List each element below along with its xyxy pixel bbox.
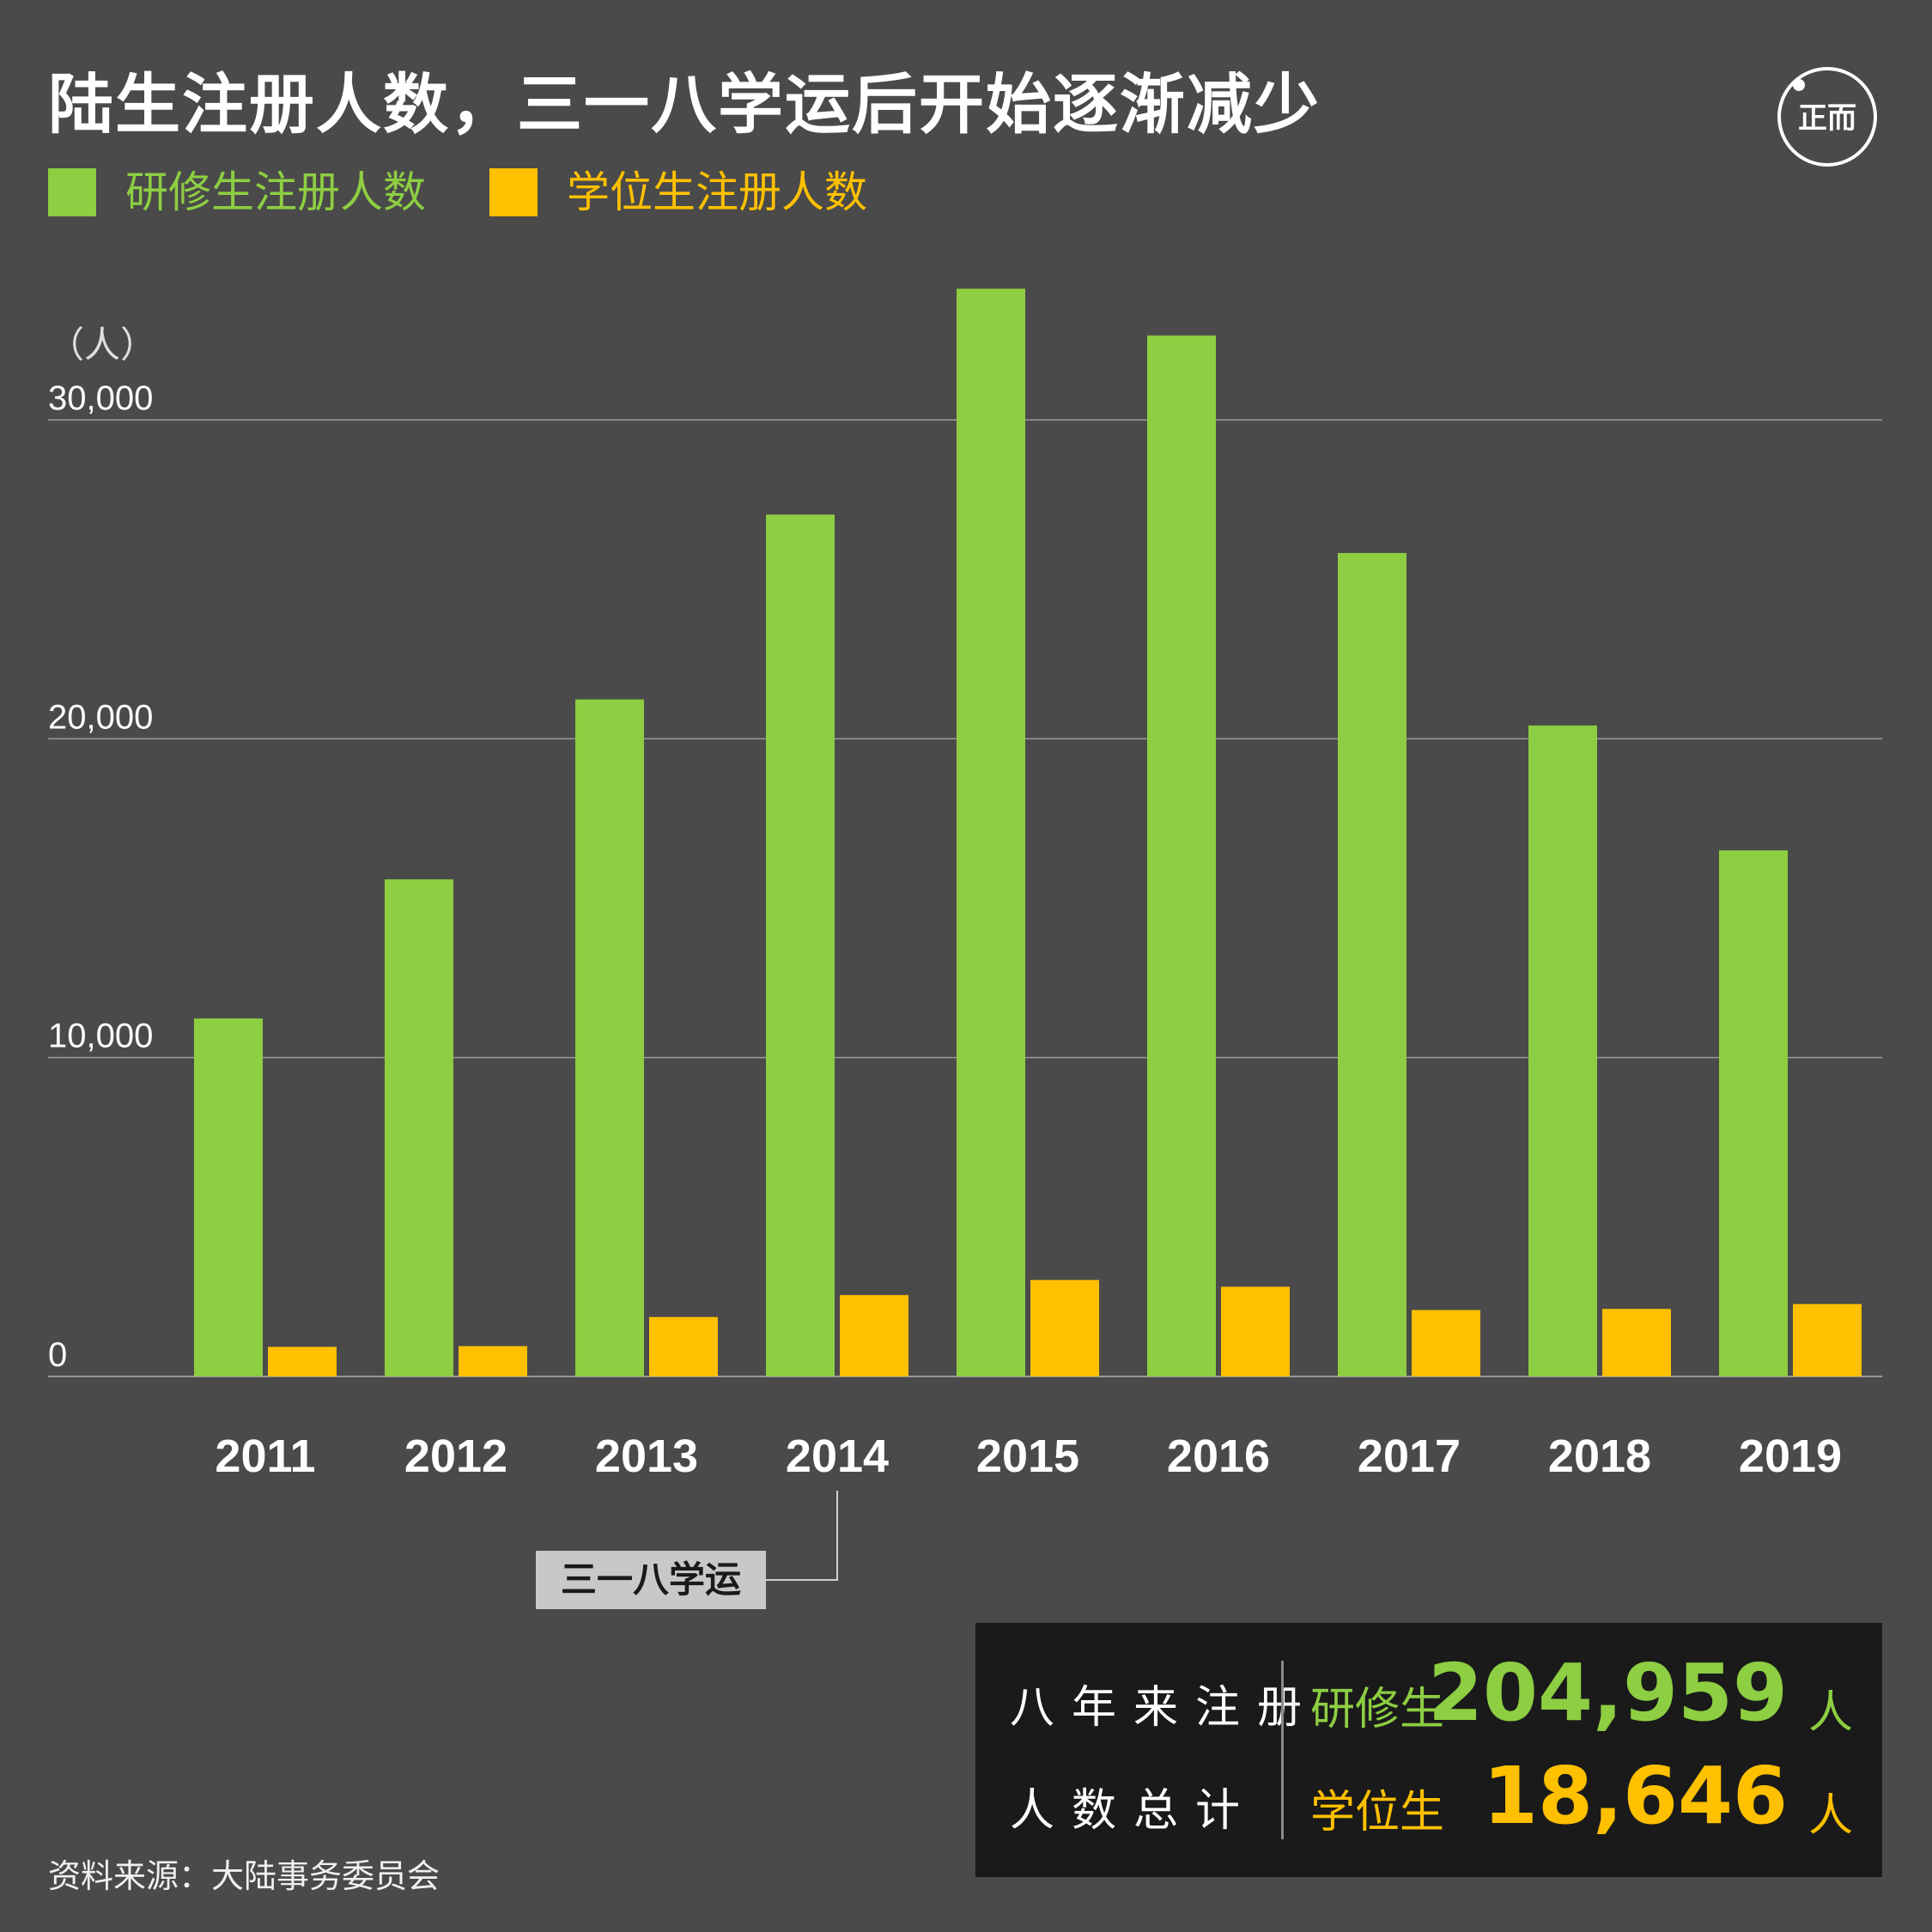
x-tick-label-2013: 2013	[595, 1431, 698, 1482]
summary-unit-degree: 人	[1807, 1790, 1853, 1842]
bar-degree-2015	[1030, 1279, 1099, 1376]
annotation-label: 三一八学运	[536, 1551, 766, 1609]
bar-degree-2016	[1221, 1286, 1290, 1376]
annotation-connector	[766, 1491, 838, 1581]
x-tick-label-2017: 2017	[1358, 1431, 1461, 1482]
y-tick-label-1: 10,000	[48, 1018, 153, 1055]
bar-trainee-2018	[1528, 725, 1597, 1376]
legend-swatch-trainee	[48, 168, 96, 216]
x-tick-label-2012: 2012	[404, 1431, 507, 1482]
summary-box: 八年来注册 人数总计 研修生 204,959 人 学位生 18,646 人	[975, 1623, 1882, 1877]
bar-degree-2013	[649, 1316, 718, 1376]
x-tick-label-2019: 2019	[1739, 1431, 1842, 1482]
bar-trainee-2013	[575, 699, 644, 1376]
summary-category-trainee: 研修生	[1310, 1684, 1445, 1735]
summary-value-trainee: 204,959	[1427, 1647, 1788, 1739]
legend-swatch-degree	[489, 168, 538, 216]
summary-value-degree: 18,646	[1482, 1750, 1788, 1842]
y-tick-label-2: 20,000	[48, 698, 153, 736]
legend-label-trainee: 研修生注册人数	[125, 167, 426, 217]
logo: 正而	[1777, 67, 1877, 167]
bar-degree-2014	[840, 1295, 908, 1376]
x-tick-label-2014: 2014	[786, 1431, 889, 1482]
x-tick-label-2015: 2015	[976, 1431, 1079, 1482]
bar-degree-2012	[459, 1346, 527, 1376]
bar-degree-2018	[1602, 1309, 1671, 1376]
bar-degree-2017	[1412, 1309, 1480, 1376]
bar-degree-2019	[1793, 1303, 1862, 1376]
y-axis-unit-label: （人）	[48, 324, 157, 366]
summary-category-degree: 学位生	[1310, 1787, 1445, 1838]
summary-divider	[1281, 1661, 1284, 1839]
summary-left-line1: 八年来注册	[1010, 1682, 1320, 1734]
bar-degree-2011	[268, 1346, 337, 1376]
bar-trainee-2014	[766, 514, 835, 1376]
legend-label-degree: 学位生注册人数	[567, 167, 867, 217]
bar-trainee-2017	[1338, 553, 1406, 1376]
logo-dot-icon	[1793, 79, 1805, 91]
y-tick-label-3: 30,000	[48, 380, 153, 417]
bar-trainee-2011	[194, 1018, 263, 1376]
bar-trainee-2019	[1719, 850, 1788, 1376]
source-note: 资料来源：大陆事务委员会	[48, 1857, 440, 1895]
summary-left-line2: 人数总计	[1010, 1785, 1258, 1837]
summary-unit-trainee: 人	[1807, 1687, 1853, 1739]
bar-trainee-2015	[957, 289, 1025, 1377]
logo-text: 正而	[1798, 101, 1856, 136]
chart-title: 陆生注册人数，三一八学运后开始逐渐减少	[48, 66, 1321, 143]
y-tick-label-0: 0	[48, 1336, 67, 1374]
x-tick-label-2016: 2016	[1167, 1431, 1270, 1482]
x-tick-label-2018: 2018	[1548, 1431, 1651, 1482]
x-tick-label-2011: 2011	[215, 1431, 315, 1482]
bar-trainee-2012	[385, 879, 453, 1376]
bar-trainee-2016	[1147, 335, 1216, 1377]
